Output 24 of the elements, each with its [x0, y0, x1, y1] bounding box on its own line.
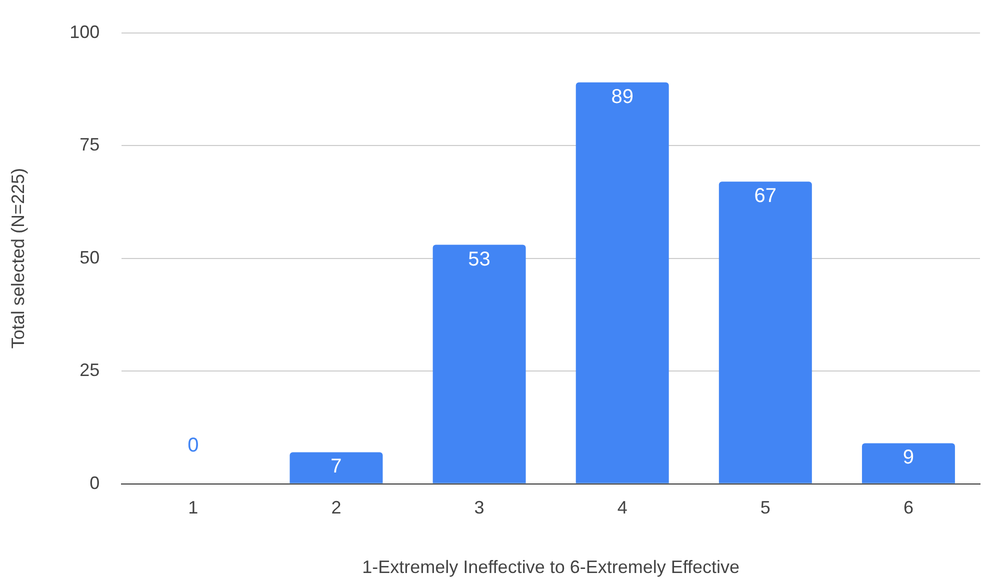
bar: [432, 244, 526, 484]
y-tick-label: 25: [80, 360, 100, 380]
data-label: 67: [754, 185, 777, 208]
x-axis-title: 1-Extremely Ineffective to 6-Extremely Effective: [362, 557, 740, 578]
y-tick-label: 75: [80, 134, 100, 155]
x-tick-label: 6: [903, 498, 914, 518]
x-tick-label: 5: [760, 498, 770, 518]
bar: [576, 82, 669, 484]
data-label: 7: [330, 456, 342, 478]
data-label: 9: [902, 446, 914, 469]
y-tick-label: 50: [80, 247, 100, 268]
y-tick-label: 100: [70, 22, 100, 42]
y-axis-title: Total selected (N=225): [8, 168, 28, 349]
bar: [718, 182, 812, 484]
x-tick-label: 4: [617, 498, 628, 518]
data-label: 89: [611, 86, 634, 108]
x-tick-label: 3: [474, 498, 484, 518]
x-tick-label: 2: [331, 498, 342, 518]
y-tick-label: 0: [90, 472, 100, 493]
x-tick-label: 1: [188, 498, 198, 518]
data-label: 0: [188, 434, 199, 456]
bar: [290, 452, 383, 484]
data-label: 53: [468, 248, 490, 270]
bar: [862, 443, 955, 484]
